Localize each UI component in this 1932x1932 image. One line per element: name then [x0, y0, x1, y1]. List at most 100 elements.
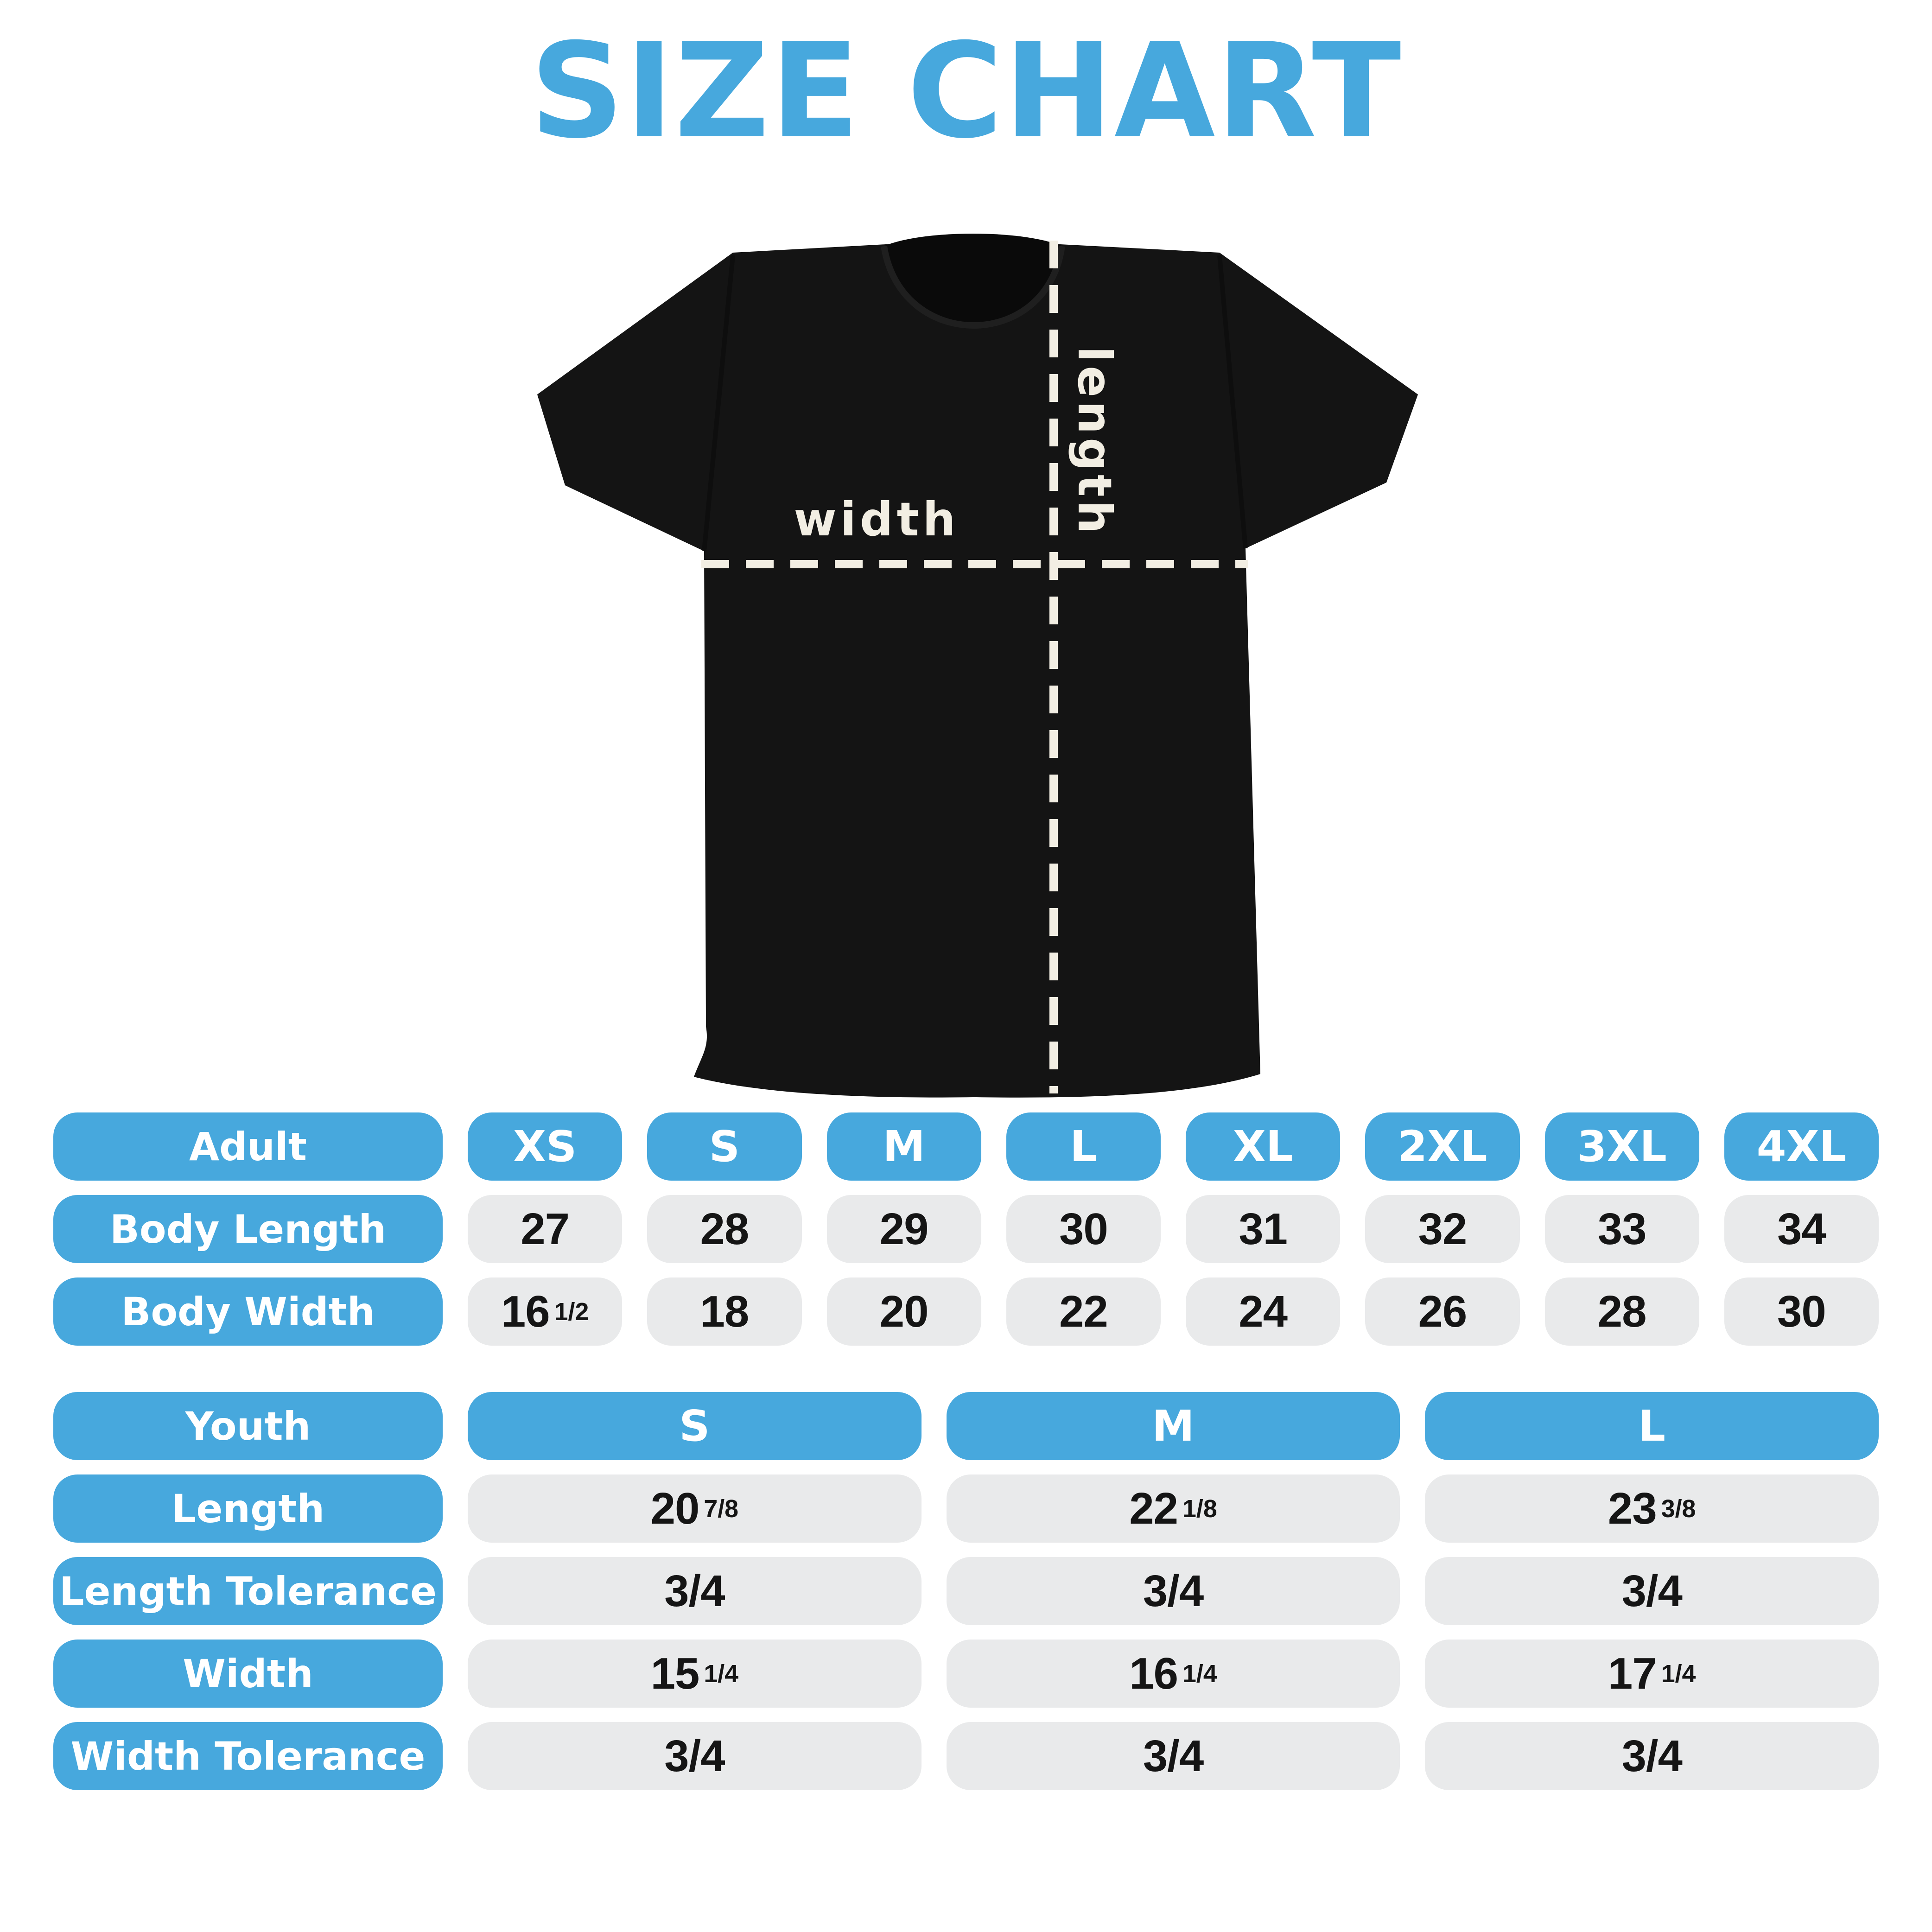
cell-value: 3/4: [1621, 1731, 1682, 1781]
size-cell: 20: [826, 1277, 981, 1346]
row-label: Length Tolerance: [53, 1557, 443, 1625]
cell-value: 28: [1597, 1286, 1647, 1336]
cell-value: 18: [700, 1286, 749, 1336]
sleeve-seam-right: [1217, 255, 1248, 549]
size-cell: 22: [1006, 1277, 1161, 1346]
size-header-m: M: [826, 1112, 981, 1181]
size-cell: 28: [1544, 1277, 1699, 1346]
size-cell: 28: [647, 1195, 802, 1263]
tshirt-collar-rim: [881, 245, 1065, 329]
size-header-2xl: 2XL: [1365, 1112, 1520, 1181]
cell-value: 16: [501, 1286, 550, 1336]
row-label: Width Tolerance: [53, 1722, 443, 1790]
size-cell: 17 1/4: [1425, 1640, 1879, 1708]
youth-size-header-l: L: [1425, 1392, 1879, 1460]
row-label: Width: [53, 1640, 443, 1708]
size-header-4xl: 4XL: [1724, 1112, 1879, 1181]
size-cell: 32: [1365, 1195, 1520, 1263]
body-length-row: Body Length 27 28 29 30 31 32 33 34: [53, 1195, 1879, 1263]
cell-fraction: 1/4: [1661, 1659, 1696, 1688]
size-cell: 16 1/2: [468, 1277, 623, 1346]
youth-size-header-s: S: [468, 1392, 922, 1460]
cell-fraction: 1/8: [1182, 1494, 1217, 1523]
cell-value: 3/4: [664, 1566, 725, 1616]
tshirt-silhouette: [537, 244, 1418, 1098]
size-cell: 3/4: [468, 1722, 922, 1790]
cell-value: 16: [1129, 1648, 1178, 1698]
cell-fraction: 1/4: [1182, 1659, 1217, 1688]
cell-value: 24: [1239, 1286, 1288, 1336]
youth-width-tolerance-row: Width Tolerance 3/4 3/4 3/4: [53, 1722, 1879, 1790]
cell-value: 22: [1129, 1483, 1178, 1533]
cell-value: 22: [1059, 1286, 1108, 1336]
size-header-s: S: [647, 1112, 802, 1181]
size-cell: 3/4: [1425, 1557, 1879, 1625]
body-width-row: Body Width 16 1/2 18 20 22 24 26 28 30: [53, 1277, 1879, 1346]
tshirt-measurement-diagram: width length: [511, 211, 1438, 1101]
cell-value: 30: [1777, 1286, 1826, 1336]
youth-size-table: Youth S M L Length 20 7/8 22 1/8 23 3/8 Len…: [53, 1392, 1879, 1805]
size-cell: 26: [1365, 1277, 1520, 1346]
cell-value: 17: [1608, 1648, 1657, 1698]
size-cell: 29: [826, 1195, 981, 1263]
size-cell: 34: [1724, 1195, 1879, 1263]
cell-value: 32: [1418, 1204, 1467, 1254]
size-cell: 24: [1186, 1277, 1341, 1346]
size-cell: 30: [1724, 1277, 1879, 1346]
cell-value: 20: [650, 1483, 700, 1533]
cell-fraction: 1/4: [704, 1659, 739, 1688]
cell-value: 31: [1239, 1204, 1288, 1254]
youth-width-row: Width 15 1/4 16 1/4 17 1/4: [53, 1640, 1879, 1708]
youth-length-tolerance-row: Length Tolerance 3/4 3/4 3/4: [53, 1557, 1879, 1625]
cell-value: 28: [700, 1204, 749, 1254]
size-cell: 16 1/4: [946, 1640, 1400, 1708]
size-cell: 23 3/8: [1425, 1474, 1879, 1543]
cell-value: 30: [1059, 1204, 1108, 1254]
cell-fraction: 1/2: [554, 1297, 589, 1326]
size-cell: 3/4: [468, 1557, 922, 1625]
adult-size-table: Adult XS S M L XL 2XL 3XL 4XL Body Lengt…: [53, 1112, 1879, 1360]
size-cell: 22 1/8: [946, 1474, 1400, 1543]
row-label: Body Width: [53, 1277, 443, 1346]
cell-value: 3/4: [1143, 1566, 1204, 1616]
cell-value: 26: [1418, 1286, 1467, 1336]
size-cell: 18: [647, 1277, 802, 1346]
size-cell: 3/4: [1425, 1722, 1879, 1790]
cell-value: 27: [521, 1204, 570, 1254]
adult-table-label: Adult: [53, 1112, 443, 1181]
row-label: Length: [53, 1474, 443, 1543]
youth-table-label: Youth: [53, 1392, 443, 1460]
size-cell: 27: [468, 1195, 623, 1263]
size-header-3xl: 3XL: [1544, 1112, 1699, 1181]
size-header-l: L: [1006, 1112, 1161, 1181]
size-cell: 20 7/8: [468, 1474, 922, 1543]
cell-value: 3/4: [1143, 1731, 1204, 1781]
size-cell: 33: [1544, 1195, 1699, 1263]
youth-size-header-m: M: [946, 1392, 1400, 1460]
cell-fraction: 3/8: [1661, 1494, 1696, 1523]
width-measure-label: width: [794, 492, 959, 547]
size-cell: 30: [1006, 1195, 1161, 1263]
page-title: SIZE CHART: [530, 15, 1402, 167]
youth-header-row: Youth S M L: [53, 1392, 1879, 1460]
size-header-xs: XS: [468, 1112, 623, 1181]
cell-value: 20: [879, 1286, 929, 1336]
row-label: Body Length: [53, 1195, 443, 1263]
tshirt-neck-opening: [884, 234, 1062, 325]
size-cell: 31: [1186, 1195, 1341, 1263]
adult-header-row: Adult XS S M L XL 2XL 3XL 4XL: [53, 1112, 1879, 1181]
cell-value: 23: [1608, 1483, 1657, 1533]
cell-value: 29: [879, 1204, 929, 1254]
youth-length-row: Length 20 7/8 22 1/8 23 3/8: [53, 1474, 1879, 1543]
size-cell: 3/4: [946, 1557, 1400, 1625]
cell-value: 3/4: [664, 1731, 725, 1781]
size-cell: 3/4: [946, 1722, 1400, 1790]
cell-fraction: 7/8: [704, 1494, 739, 1523]
cell-value: 33: [1597, 1204, 1647, 1254]
size-header-xl: XL: [1186, 1112, 1341, 1181]
cell-value: 3/4: [1621, 1566, 1682, 1616]
cell-value: 15: [650, 1648, 700, 1698]
cell-value: 34: [1777, 1204, 1826, 1254]
size-cell: 15 1/4: [468, 1640, 922, 1708]
length-measure-label: length: [1068, 346, 1122, 537]
